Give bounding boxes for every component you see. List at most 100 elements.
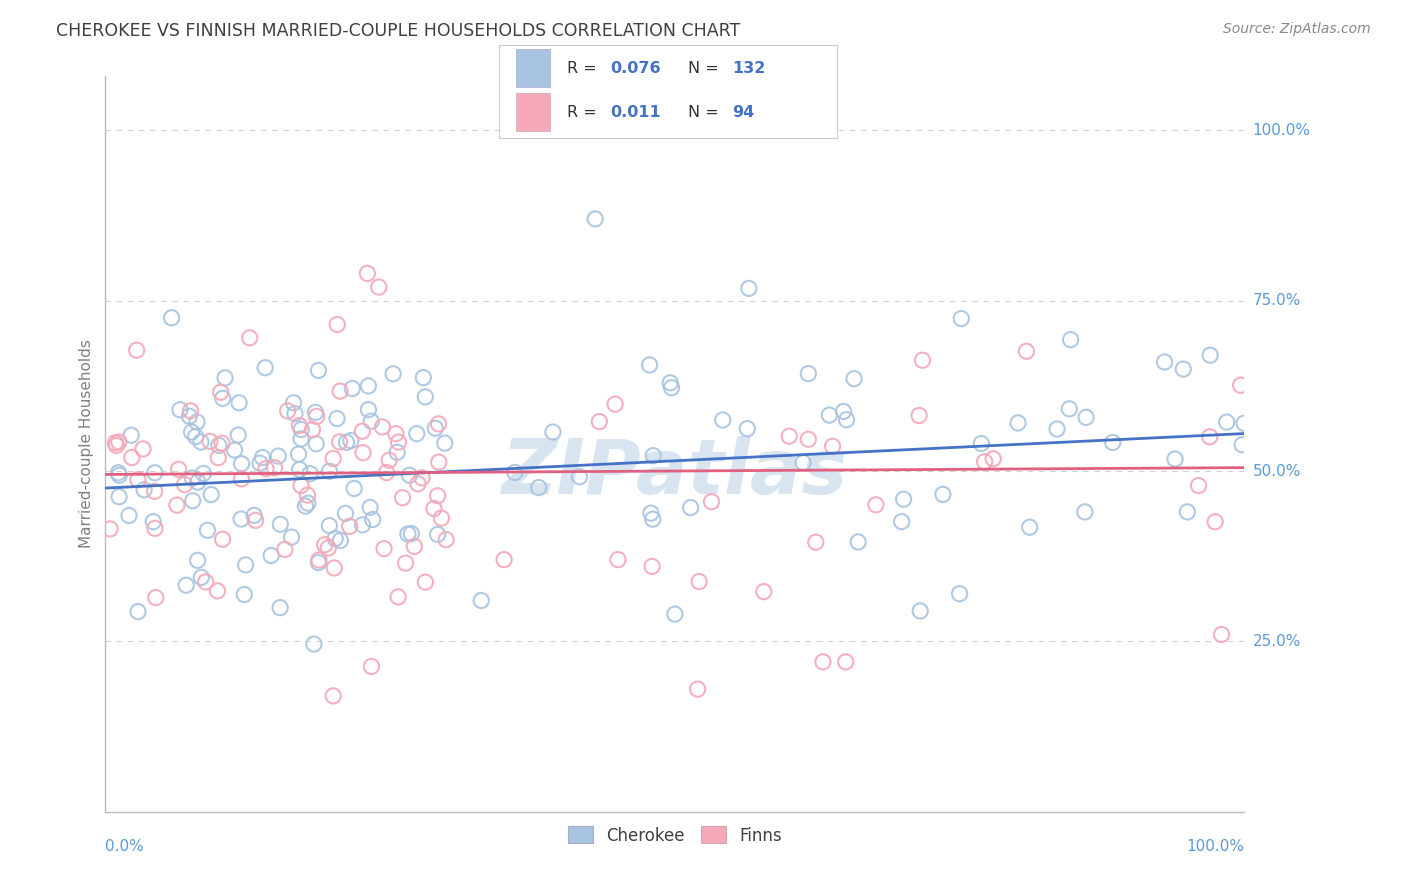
Point [322,451,344,466]
Point [391,491,413,505]
Point [226,428,249,442]
Point [269,600,291,615]
Point [211,392,233,406]
Point [387,590,409,604]
Point [367,280,389,294]
Point [352,517,374,532]
Point [235,558,257,572]
Point [679,500,702,515]
Bar [516,94,550,131]
Point [1101,435,1123,450]
Point [187,553,209,567]
Point [329,533,352,548]
Point [142,515,165,529]
Point [329,434,352,449]
Point [143,484,166,499]
Text: R =: R = [567,61,602,76]
Point [643,449,665,463]
Point [193,467,215,481]
Point [568,469,591,483]
Point [1059,401,1081,416]
Point [200,487,222,501]
Point [197,524,219,538]
Point [470,593,492,607]
Point [308,363,330,377]
Point [357,379,380,393]
Point [1074,410,1097,425]
Point [415,390,437,404]
Text: 132: 132 [733,61,765,76]
Point [415,575,437,590]
Point [108,434,131,449]
Point [254,461,277,475]
Point [797,367,820,381]
Point [290,478,312,492]
Point [804,535,827,549]
Point [322,689,344,703]
Point [1199,348,1222,362]
Point [778,429,800,443]
Point [360,659,382,673]
Point [404,540,426,554]
Point [1007,416,1029,430]
Point [224,443,246,458]
Point [269,517,291,532]
Point [387,435,409,450]
Point [318,518,340,533]
Point [1173,362,1195,376]
Point [174,578,197,592]
Point [835,655,858,669]
Point [375,466,398,480]
Point [211,436,233,450]
Point [132,483,155,497]
Point [181,471,204,485]
Point [181,493,204,508]
Point [180,425,202,439]
Point [394,556,416,570]
Point [180,404,202,418]
Text: N =: N = [688,61,724,76]
Point [132,442,155,456]
Point [811,655,834,669]
Point [118,508,141,523]
Point [835,413,858,427]
Point [277,404,299,418]
Point [541,425,564,439]
Text: 100.0%: 100.0% [1187,839,1244,855]
Point [326,318,349,332]
Point [305,409,328,424]
Point [797,432,820,446]
Point [260,549,283,563]
Point [401,526,423,541]
Point [280,530,302,544]
Point [426,489,449,503]
Point [335,507,357,521]
Point [288,418,311,433]
Point [583,211,606,226]
Text: CHEROKEE VS FINNISH MARRIED-COUPLE HOUSEHOLDS CORRELATION CHART: CHEROKEE VS FINNISH MARRIED-COUPLE HOUSE… [56,22,741,40]
Point [239,331,262,345]
Point [1164,452,1187,467]
Point [792,456,814,470]
Point [430,511,453,525]
Point [228,396,250,410]
Point [249,456,271,470]
Point [287,447,309,461]
Point [308,553,330,567]
Point [396,527,419,541]
Point [198,434,221,449]
Point [352,445,374,459]
Point [890,515,912,529]
Point [340,434,363,448]
Point [104,435,127,450]
Point [207,583,229,598]
Point [356,267,378,281]
Point [125,343,148,358]
Point [1230,438,1253,452]
Point [686,681,709,696]
Point [1211,627,1233,641]
Point [231,457,253,471]
Point [948,587,970,601]
Point [434,533,457,547]
Point [245,513,267,527]
